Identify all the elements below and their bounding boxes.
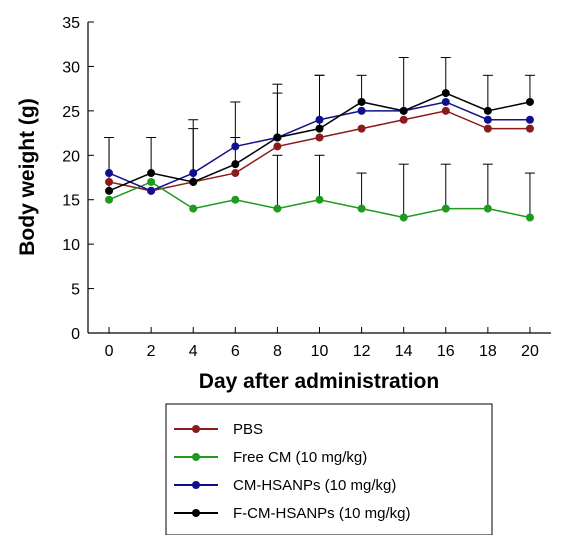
x-axis-ticks: 0 2 4 6 8 10 12 14 16 18 20 (105, 327, 539, 360)
data-point (441, 106, 450, 115)
legend-box (165, 403, 493, 535)
x-tick-label: 18 (479, 343, 497, 360)
data-point (315, 195, 324, 204)
x-tick-label: 20 (521, 343, 539, 360)
data-point (525, 115, 534, 124)
data-point (483, 204, 492, 213)
data-point (441, 89, 450, 98)
y-tick-label: 10 (62, 237, 80, 254)
x-tick-label: 14 (395, 343, 413, 360)
data-point (273, 133, 282, 142)
data-point (315, 133, 324, 142)
y-axis-ticks: 0 5 10 15 20 25 30 35 (62, 15, 94, 343)
data-point (315, 115, 324, 124)
legend: PBS Free CM (10 mg/kg) CM-HSANPs (10 mg/kg… (165, 403, 493, 535)
data-point (147, 177, 156, 186)
data-point (483, 124, 492, 133)
data-point (105, 195, 114, 204)
data-point (441, 97, 450, 106)
legend-label: F-CM-HSANPs (10 mg/kg) (233, 505, 411, 522)
y-tick-label: 5 (71, 282, 80, 299)
data-point (231, 160, 240, 169)
data-point (273, 142, 282, 151)
data-point (147, 186, 156, 195)
data-point (105, 177, 114, 186)
data-point (357, 204, 366, 213)
x-axis-title: Day after administration (199, 370, 439, 393)
data-point (147, 169, 156, 178)
data-point (231, 169, 240, 178)
data-point (357, 106, 366, 115)
data-point (399, 106, 408, 115)
x-tick-label: 12 (353, 343, 371, 360)
y-tick-label: 25 (62, 104, 80, 121)
data-point (231, 195, 240, 204)
data-point (273, 204, 282, 213)
error-bars (104, 57, 535, 218)
x-tick-label: 2 (147, 343, 156, 360)
data-point (105, 186, 114, 195)
legend-swatch-marker (192, 481, 200, 489)
data-point (525, 213, 534, 222)
legend-swatch-marker (192, 425, 200, 433)
data-point (105, 169, 114, 178)
data-point (441, 204, 450, 213)
data-point (399, 213, 408, 222)
y-tick-label: 0 (71, 326, 80, 343)
data-point (525, 124, 534, 133)
y-axis-title: Body weight (g) (16, 98, 39, 255)
data-point (315, 124, 324, 133)
data-point (483, 106, 492, 115)
y-tick-label: 15 (62, 193, 80, 210)
legend-label: PBS (233, 421, 263, 438)
x-tick-label: 16 (437, 343, 455, 360)
y-tick-label: 20 (62, 148, 80, 165)
data-point (399, 115, 408, 124)
legend-swatch-marker (192, 453, 200, 461)
x-tick-label: 10 (311, 343, 329, 360)
data-point (189, 177, 198, 186)
x-tick-label: 4 (189, 343, 198, 360)
data-point (357, 124, 366, 133)
data-point (525, 97, 534, 106)
x-tick-label: 0 (105, 343, 114, 360)
y-tick-label: 30 (62, 59, 80, 76)
legend-label: Free CM (10 mg/kg) (233, 449, 367, 466)
x-tick-label: 6 (231, 343, 240, 360)
y-tick-label: 35 (62, 15, 80, 32)
data-point (483, 115, 492, 124)
data-point (357, 97, 366, 106)
data-point (189, 169, 198, 178)
x-tick-label: 8 (273, 343, 282, 360)
data-point (189, 204, 198, 213)
legend-label: CM-HSANPs (10 mg/kg) (233, 477, 396, 494)
series-markers (105, 89, 534, 222)
data-point (231, 142, 240, 151)
legend-swatch-marker (192, 509, 200, 517)
